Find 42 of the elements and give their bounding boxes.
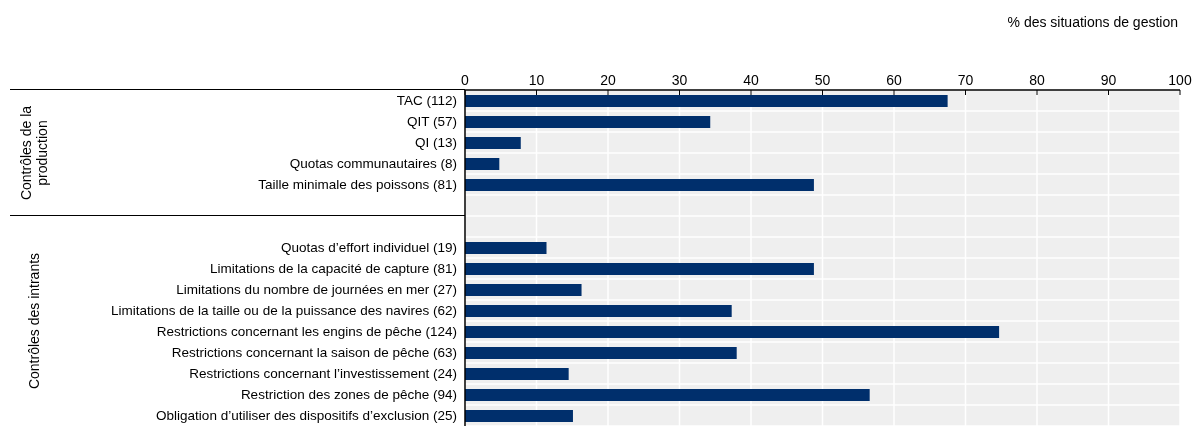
text: Contrôles des intrants bbox=[26, 251, 42, 392]
y-tick-label: Taille minimale des poissons (81) bbox=[258, 177, 457, 193]
y-tick-label: Restrictions concernant l’investissement (24) bbox=[189, 366, 457, 382]
y-tick-label: QI (13) bbox=[414, 135, 457, 151]
x-tick-label: 10 bbox=[528, 72, 545, 88]
bar bbox=[465, 284, 582, 296]
y-tick-label: QIT (57) bbox=[406, 114, 457, 130]
x-tick-label: 80 bbox=[1029, 72, 1045, 88]
y-tick-label: Restrictions concernant les engins de pêche (124) bbox=[156, 324, 457, 340]
bar bbox=[465, 326, 1000, 338]
x-axis-title: % des situations de gestion bbox=[1007, 14, 1178, 30]
y-tick-label: Quotas d’effort individuel (19) bbox=[280, 240, 457, 256]
bar bbox=[465, 389, 870, 401]
y-tick-label: Quotas communautaires (8) bbox=[289, 156, 457, 172]
x-tick-label: 40 bbox=[743, 72, 759, 88]
bar bbox=[465, 242, 547, 254]
bar bbox=[465, 116, 711, 128]
x-tick-label: 30 bbox=[671, 72, 688, 88]
bar bbox=[465, 347, 737, 359]
y-tick-label: Restriction des zones de pêche (94) bbox=[240, 387, 457, 403]
bar bbox=[465, 179, 814, 191]
x-tick-label: 0 bbox=[461, 72, 470, 88]
y-tick-label: Obligation d’utiliser des dispositifs d’exclusion (25) bbox=[156, 408, 457, 424]
bar bbox=[465, 368, 569, 380]
bar bbox=[465, 305, 732, 317]
y-tick-label: Limitations de la capacité de capture (81) bbox=[210, 261, 457, 277]
x-tick-label: 60 bbox=[886, 72, 902, 88]
x-tick-label: 70 bbox=[957, 72, 974, 88]
y-tick-label: TAC (112) bbox=[396, 93, 457, 109]
y-tick-label: Restrictions concernant la saison de pêche (63) bbox=[171, 345, 457, 361]
x-tick-label: 20 bbox=[600, 72, 616, 88]
y-tick-label: Limitations de la taille ou de la puissance des navires (62) bbox=[111, 303, 457, 319]
x-tick-label: 90 bbox=[1100, 72, 1117, 88]
bar bbox=[465, 263, 814, 275]
bar bbox=[465, 95, 948, 107]
x-tick-label: 100 bbox=[1168, 72, 1192, 88]
y-tick-label: Limitations du nombre de journées en mer (27) bbox=[176, 282, 457, 298]
bar bbox=[465, 158, 500, 170]
bar bbox=[465, 137, 521, 149]
text: Contrôles de la production bbox=[18, 104, 50, 203]
bar bbox=[465, 410, 573, 422]
x-tick-label: 50 bbox=[814, 72, 831, 88]
